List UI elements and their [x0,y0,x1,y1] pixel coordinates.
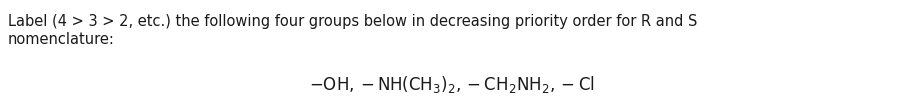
Text: Label (4 > 3 > 2, etc.) the following four groups below in decreasing priority o: Label (4 > 3 > 2, etc.) the following fo… [8,14,698,29]
Text: $\mathsf{-OH, -NH(CH_3)_2, - CH_2NH_2, -Cl}$: $\mathsf{-OH, -NH(CH_3)_2, - CH_2NH_2, -… [310,73,595,95]
Text: nomenclature:: nomenclature: [8,32,115,47]
